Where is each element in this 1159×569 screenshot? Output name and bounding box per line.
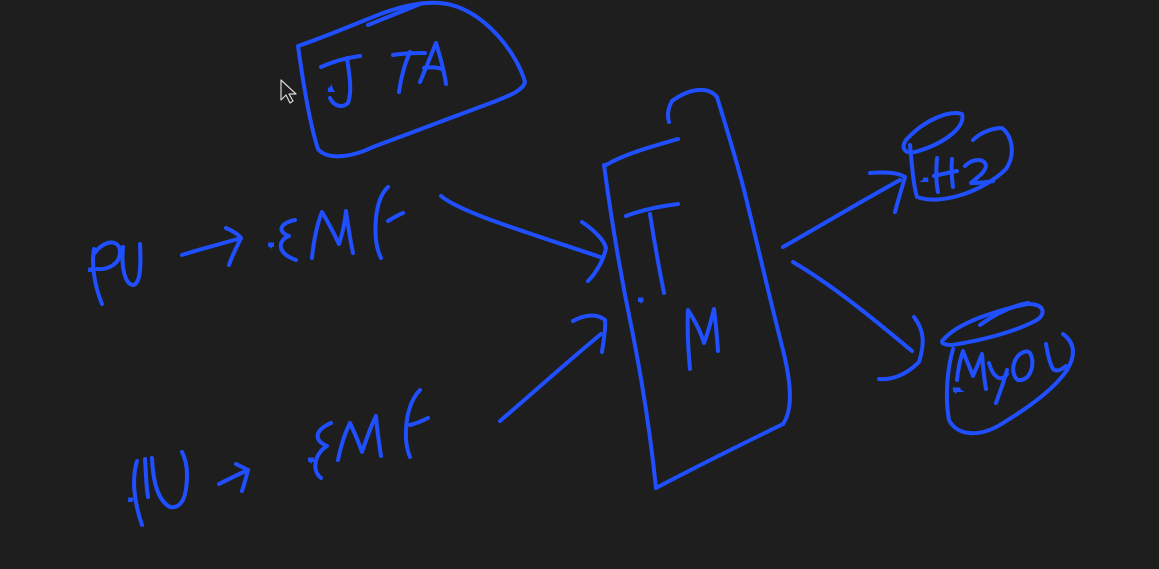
mysql-database: MySQL: [940, 301, 1075, 436]
mysql-label: MySQL: [955, 389, 959, 391]
h2-label: H2: [925, 179, 927, 181]
jta-label: JTA: [329, 88, 332, 91]
ink-layer: JTA PU EMF: [88, 0, 1075, 527]
pu-label-1: PU: [90, 269, 92, 271]
arrow-emf2-to-tm: [498, 313, 608, 423]
h2-database: H2: [901, 111, 1014, 202]
emf-label-1: EMF: [270, 244, 272, 246]
arrow-tm-to-mysql: [791, 260, 925, 382]
arrow-tm-to-h2: [781, 170, 907, 249]
pu-emf-row-2: PU EMF: [128, 388, 430, 527]
pu-label-2: PU: [130, 499, 132, 501]
arrow-emf1-to-tm: [439, 194, 608, 283]
emf-label-2: EMF: [310, 459, 312, 461]
arrow-cursor-icon: [280, 79, 297, 104]
jta-letters: [319, 41, 448, 108]
tm-label: TM: [640, 299, 642, 301]
pu-emf-row-1: PU EMF: [88, 185, 405, 306]
jta-box: JTA: [296, 0, 527, 159]
tm-box: TM: [602, 88, 792, 490]
